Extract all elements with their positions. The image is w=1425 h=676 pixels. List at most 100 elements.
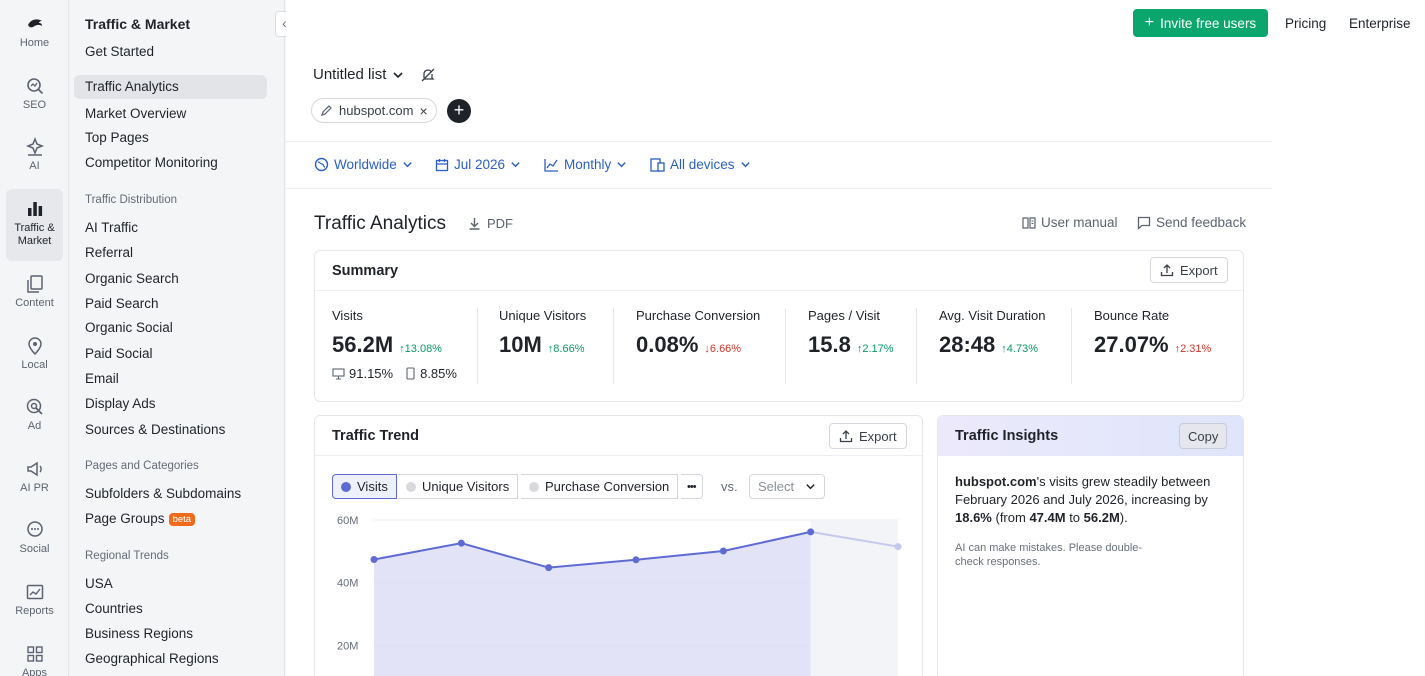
metric-avg-visit-duration[interactable]: Avg. Visit Duration 28:48 ↑4.73% [939, 308, 1045, 358]
sidebar-item-competitor-monitoring[interactable]: Competitor Monitoring [85, 155, 218, 170]
sidebar-item-ai-traffic[interactable]: AI Traffic [85, 220, 139, 235]
pdf-button[interactable]: PDF [468, 216, 513, 231]
chevron-down-icon [740, 162, 750, 168]
sidebar-item-business-regions[interactable]: Business Regions [85, 626, 194, 641]
tab-label: Purchase Conversion [545, 479, 670, 494]
y-tick-label: 60M [337, 515, 358, 527]
metric-unique-visitors[interactable]: Unique Visitors 10M ↑8.66% [499, 308, 586, 358]
rail-ai[interactable]: AI [6, 137, 63, 173]
rail-local[interactable]: Local [6, 336, 63, 372]
rail-label: Reports [15, 605, 54, 617]
sidebar-item-organic-search[interactable]: Organic Search [85, 271, 179, 286]
pricing-link[interactable]: Pricing [1285, 16, 1327, 31]
traffic-insights-card: Traffic Insights Copy hubspot.com's visi… [937, 415, 1244, 676]
metric-purchase-conversion[interactable]: Purchase Conversion 0.08% ↓6.66% [636, 308, 760, 358]
insights-title: Traffic Insights [955, 428, 1059, 444]
sidebar-item-countries[interactable]: Countries [85, 601, 143, 616]
incomplete-period-shade [810, 520, 898, 676]
visits-line [373, 530, 811, 569]
sidebar-item-get-started[interactable]: Get Started [85, 44, 155, 59]
filter-label: Worldwide [334, 157, 397, 172]
vs-label: vs. [721, 479, 738, 494]
metric-label: Avg. Visit Duration [939, 308, 1046, 323]
data-point [719, 547, 727, 555]
trend-divider [315, 455, 922, 456]
metric-bounce-rate[interactable]: Bounce Rate 27.07% ↑2.31% [1094, 308, 1211, 358]
tab-purchase-conversion[interactable]: Purchase Conversion [521, 474, 679, 499]
sidebar-item-market-overview[interactable]: Market Overview [85, 106, 187, 121]
desktop-share: 91.15% [349, 366, 394, 381]
sidebar-item-traffic-analytics[interactable]: Traffic Analytics [74, 75, 267, 99]
apps-grid-icon [26, 646, 43, 662]
enterprise-link[interactable]: Enterprise [1349, 16, 1411, 31]
remove-domain-icon[interactable]: × [419, 102, 428, 119]
series-dot [529, 481, 539, 492]
rail-ad[interactable]: Ad [6, 397, 63, 433]
summary-title: Summary [332, 263, 399, 279]
sidebar-item-email[interactable]: Email [85, 371, 119, 386]
domain-name: hubspot.com [339, 103, 414, 118]
bar-chart-icon [27, 202, 42, 216]
granularity-filter[interactable]: Monthly [544, 157, 627, 172]
user-manual-label: User manual [1041, 215, 1118, 230]
chevron-down-icon [806, 484, 815, 490]
invite-users-button[interactable]: + Invite free users [1133, 9, 1268, 37]
summary-export-button[interactable]: Export [1150, 257, 1228, 283]
rail-seo[interactable]: SEO [6, 76, 63, 112]
rail-label: Content [15, 297, 54, 309]
reports-icon [26, 584, 43, 600]
metric-label: Pages / Visit [808, 308, 881, 323]
region-filter[interactable]: Worldwide [314, 157, 413, 172]
rail-traffic-market[interactable]: Traffic & Market [6, 189, 63, 261]
list-selector[interactable]: Untitled list [313, 66, 436, 83]
rail-apps[interactable]: Apps [6, 644, 63, 676]
notifications-off-icon[interactable] [420, 67, 436, 83]
chevron-down-icon [617, 162, 626, 168]
chat-icon [26, 521, 43, 537]
filter-label: Jul 2026 [454, 157, 506, 172]
tab-visits[interactable]: Visits [332, 474, 397, 499]
sidebar-item-subfolders[interactable]: Subfolders & Subdomains [85, 486, 242, 501]
sidebar-item-top-pages[interactable]: Top Pages [85, 130, 149, 145]
tab-unique-visitors[interactable]: Unique Visitors [398, 474, 519, 499]
device-filter[interactable]: All devices [650, 157, 751, 172]
sidebar-item-page-groups[interactable]: Page Groups beta [85, 511, 196, 526]
trend-export-button[interactable]: Export [829, 423, 907, 449]
add-domain-button[interactable]: + [447, 99, 471, 123]
device-split: 91.15% 8.85% [332, 366, 457, 381]
rail-social[interactable]: Social [6, 520, 63, 556]
sidebar-item-sources-destinations[interactable]: Sources & Destinations [85, 422, 226, 437]
rail-label: Home [19, 37, 50, 49]
sidebar-item-referral[interactable]: Referral [85, 245, 134, 260]
mobile-share: 8.85% [420, 366, 457, 381]
send-feedback-link[interactable]: Send feedback [1137, 215, 1246, 230]
sidebar-item-organic-social[interactable]: Organic Social [85, 320, 173, 335]
content-icon [26, 275, 43, 293]
filter-label: All devices [670, 157, 735, 172]
rail-reports[interactable]: Reports [6, 582, 63, 618]
sidebar-section-regional-trends: Regional Trends [85, 550, 169, 562]
compare-select[interactable]: Select [749, 474, 825, 499]
rail-ai-pr[interactable]: AI PR [6, 459, 63, 495]
copy-button[interactable]: Copy [1179, 423, 1228, 449]
sidebar-item-paid-search[interactable]: Paid Search [85, 296, 159, 311]
sidebar-item-display-ads[interactable]: Display Ads [85, 396, 156, 411]
ai-disclaimer: AI can make mistakes. Please double-chec… [955, 542, 1143, 568]
metric-divider [477, 308, 478, 384]
metric-visits[interactable]: Visits 56.2M ↑13.08% 91.15% 8.85% [332, 308, 457, 381]
sidebar-item-usa[interactable]: USA [85, 576, 113, 591]
rail-content[interactable]: Content [6, 274, 63, 310]
location-pin-icon [27, 337, 42, 356]
secondary-sidebar: Traffic & Market Get Started Traffic Ana… [69, 0, 351, 676]
sidebar-item-geographical-regions[interactable]: Geographical Regions [85, 651, 219, 666]
sidebar-item-paid-social[interactable]: Paid Social [85, 346, 153, 361]
metric-label: Visits [332, 308, 363, 323]
more-metrics-button[interactable]: ••• [681, 474, 703, 499]
tab-label: Unique Visitors [422, 479, 510, 494]
user-manual-link[interactable]: User manual [1022, 215, 1118, 230]
pencil-icon[interactable] [320, 104, 333, 117]
rail-home[interactable]: Home [6, 14, 63, 50]
date-filter[interactable]: Jul 2026 [435, 157, 521, 172]
domain-chip[interactable]: hubspot.com × [311, 98, 437, 123]
metric-pages-per-visit[interactable]: Pages / Visit 15.8 ↑2.17% [808, 308, 894, 358]
